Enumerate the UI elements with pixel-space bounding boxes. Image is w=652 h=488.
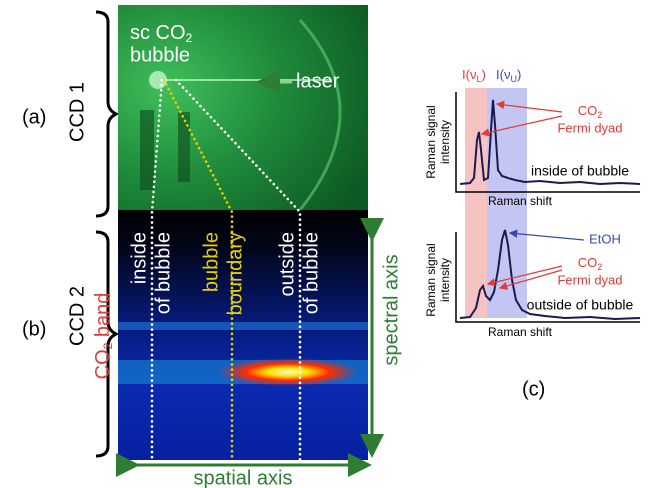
- region-label: outside: [276, 232, 298, 297]
- band-label: I(νU): [496, 67, 521, 84]
- caption: inside of bubble: [531, 163, 629, 179]
- region-label: boundary: [224, 232, 246, 315]
- panel-label: (a): [22, 106, 46, 128]
- y-axis-label: Raman signal: [424, 243, 438, 316]
- ccd-label: CCD 1: [66, 82, 88, 142]
- panel-label: (b): [22, 318, 46, 340]
- bubble-label: sc CO2: [130, 22, 193, 45]
- band-label: I(νL): [462, 67, 486, 84]
- region-label: inside: [128, 232, 150, 284]
- co2-band-label: CO2 band: [92, 293, 115, 380]
- x-axis-label: Raman shift: [488, 194, 553, 208]
- axis-label: spatial axis: [194, 467, 293, 488]
- holder: [140, 110, 154, 190]
- y-axis-label: intensity: [438, 258, 452, 302]
- y-axis-label: Raman signal: [424, 105, 438, 178]
- region-label: of bubble: [152, 232, 174, 314]
- panel-label: (c): [522, 378, 545, 400]
- bubble-label: bubble: [130, 44, 190, 66]
- y-axis-label: intensity: [438, 120, 452, 164]
- bracket: [96, 12, 116, 216]
- hot-band: [218, 358, 358, 386]
- caption: outside of bubble: [527, 297, 634, 313]
- region-label: bubble: [200, 232, 222, 292]
- region-label: of bubble: [300, 232, 322, 314]
- holder: [178, 112, 190, 182]
- figure: (a) (b) (c) CCD 1 CCD 2 CO2 band sc CO2 …: [0, 0, 652, 488]
- fermi-label: Fermi dyad: [557, 120, 622, 135]
- etoh-label: EtOH: [589, 231, 621, 246]
- x-axis-label: Raman shift: [488, 325, 553, 339]
- fermi-label: CO2: [578, 255, 603, 272]
- fermi-label: Fermi dyad: [557, 272, 622, 287]
- axis-label: spectral axis: [380, 254, 402, 365]
- band: [118, 322, 368, 330]
- band-lower: [465, 88, 487, 318]
- laser-label: laser: [296, 70, 340, 92]
- fermi-label: CO2: [578, 103, 603, 120]
- ccd-label: CCD 2: [66, 286, 88, 346]
